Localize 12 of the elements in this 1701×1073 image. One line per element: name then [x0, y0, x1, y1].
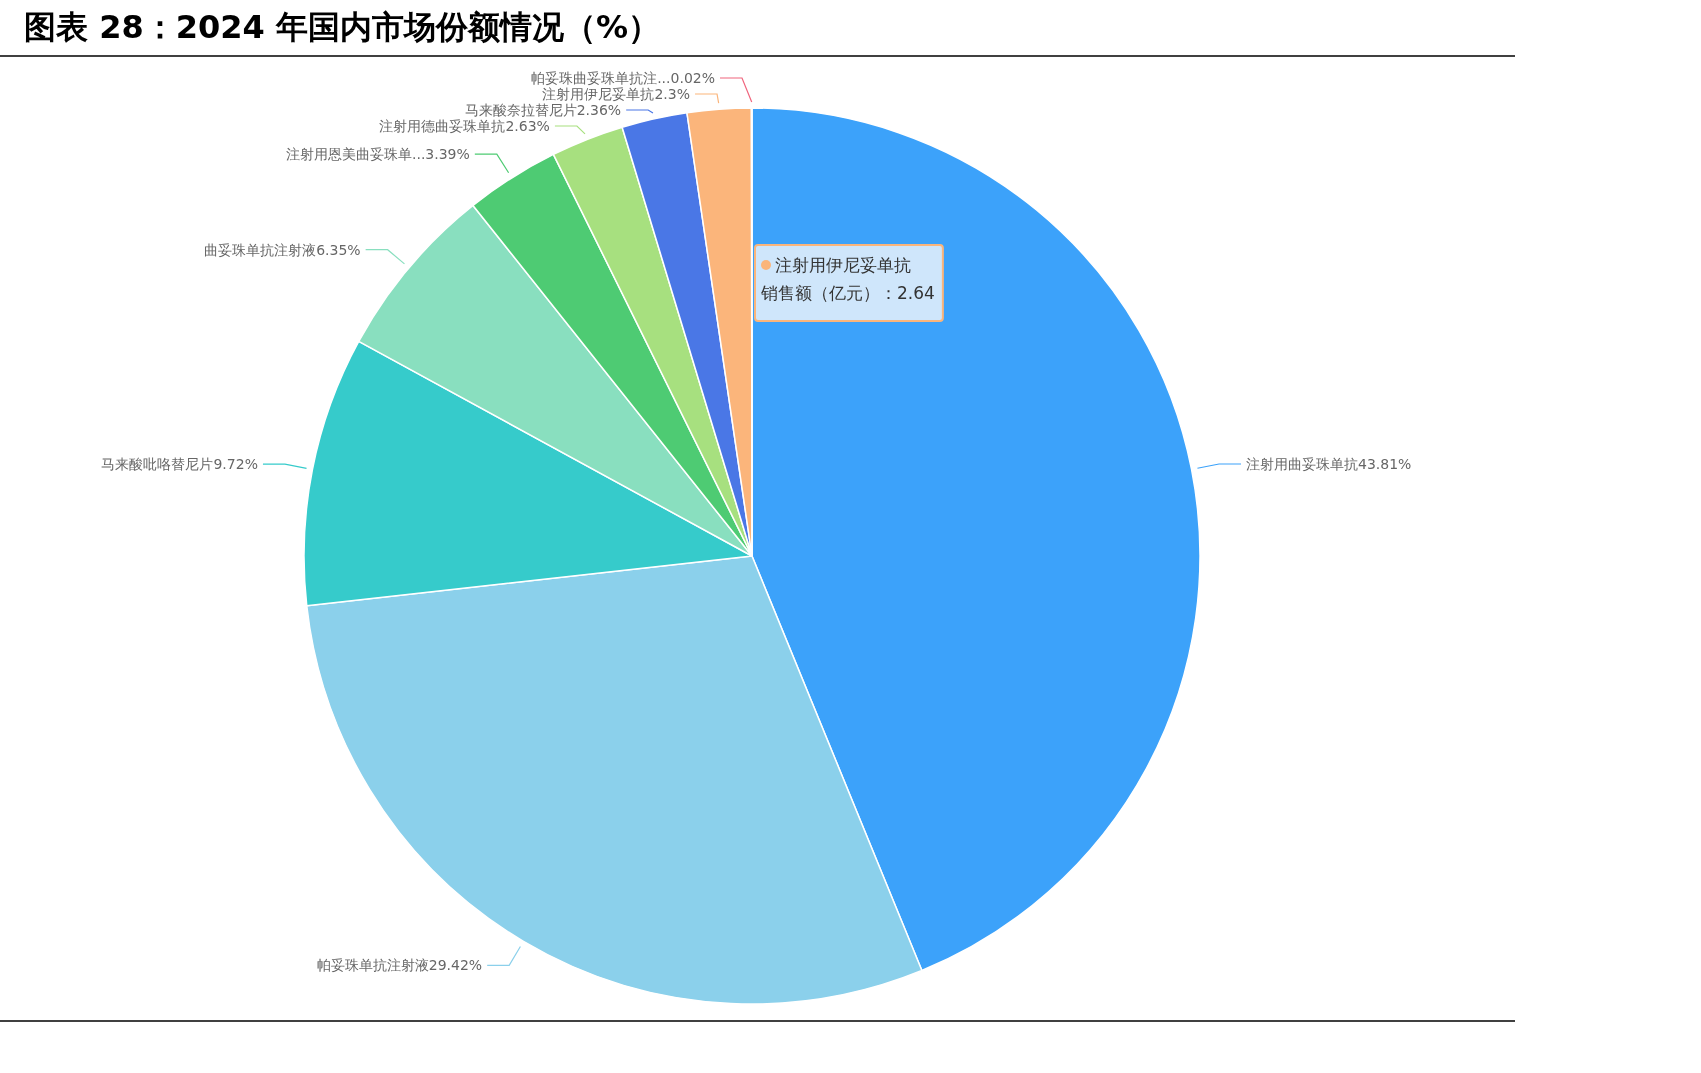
category-label: 注射用伊尼妥单抗2.3%: [542, 86, 691, 102]
slice-label: 曲妥珠单抗注射液6.35%: [204, 241, 361, 258]
slice-label: 帕妥珠单抗注射液29.42%: [316, 957, 483, 974]
legend-label: 注射用伊尼妥单抗: [775, 255, 911, 275]
slice-label: 注射用恩美曲妥珠单...3.39%: [285, 146, 470, 163]
slice-label: 马来酸吡咯替尼片9.72%: [101, 456, 258, 473]
chart-title: 图表 28：2024 年国内市场份额情况（%）: [24, 8, 660, 46]
slice-label: 帕妥珠曲妥珠单抗注...0.02%: [531, 70, 715, 86]
slice-label: 注射用德曲妥珠单抗2.63%: [379, 118, 550, 134]
slice-label: 马来酸奈拉替尼片2.36%: [464, 102, 622, 118]
slice-label: 注射用曲妥珠单抗43.81%: [1246, 456, 1412, 473]
tooltip: 注射用伊尼妥单抗 销售额（亿元）：2.64: [754, 244, 944, 322]
